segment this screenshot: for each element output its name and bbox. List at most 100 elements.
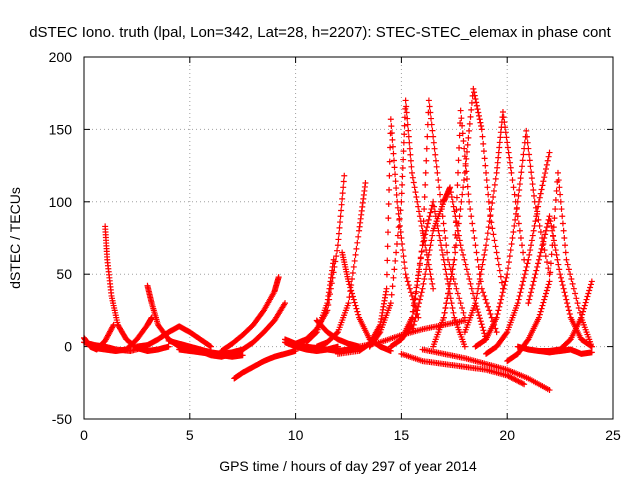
data-point bbox=[351, 257, 358, 264]
data-point bbox=[441, 309, 448, 316]
data-point bbox=[495, 154, 502, 161]
data-point bbox=[521, 381, 528, 388]
data-point bbox=[450, 261, 457, 268]
data-point bbox=[482, 162, 489, 169]
data-point bbox=[421, 206, 428, 213]
data-point bbox=[207, 343, 214, 350]
data-point bbox=[481, 251, 488, 258]
data-point bbox=[572, 290, 579, 297]
data-point bbox=[417, 254, 424, 261]
data-point bbox=[528, 285, 535, 292]
data-point bbox=[438, 247, 445, 254]
data-point bbox=[531, 192, 538, 199]
y-tick-label: 0 bbox=[64, 339, 72, 355]
x-tick-label: 5 bbox=[186, 427, 194, 443]
data-point bbox=[407, 157, 414, 164]
data-point bbox=[526, 251, 533, 258]
data-point bbox=[422, 181, 429, 188]
data-point bbox=[535, 256, 542, 263]
data-point bbox=[561, 235, 568, 241]
data-point bbox=[312, 329, 319, 336]
data-point bbox=[475, 280, 482, 287]
data-point bbox=[440, 314, 447, 321]
data-point bbox=[409, 308, 416, 315]
data-point bbox=[479, 133, 486, 140]
data-point bbox=[456, 144, 463, 151]
data-point bbox=[540, 238, 547, 245]
data-point bbox=[483, 169, 490, 176]
data-point bbox=[528, 169, 535, 176]
data-point bbox=[470, 227, 477, 234]
data-point bbox=[453, 194, 460, 201]
data-point bbox=[414, 307, 421, 314]
data-point bbox=[414, 278, 421, 285]
data-point bbox=[399, 241, 406, 248]
data-point bbox=[395, 210, 402, 217]
data-point bbox=[400, 139, 407, 146]
data-point bbox=[353, 305, 360, 312]
data-point bbox=[495, 149, 502, 156]
data-point bbox=[505, 265, 512, 272]
x-tick-label: 20 bbox=[499, 427, 515, 443]
data-point bbox=[455, 220, 462, 227]
data-point bbox=[427, 209, 434, 216]
data-point bbox=[449, 304, 456, 311]
data-point bbox=[474, 106, 481, 113]
data-point bbox=[416, 296, 423, 303]
grid bbox=[83, 56, 614, 420]
data-point bbox=[391, 266, 398, 273]
data-point bbox=[481, 155, 488, 162]
data-point bbox=[496, 267, 503, 274]
data-point bbox=[409, 174, 416, 181]
data-point bbox=[492, 243, 499, 250]
data-point bbox=[548, 251, 555, 258]
data-point bbox=[421, 235, 428, 241]
data-point bbox=[503, 274, 510, 281]
data-point bbox=[109, 323, 116, 330]
data-point bbox=[423, 224, 430, 231]
data-point bbox=[469, 220, 476, 227]
data-point bbox=[554, 256, 561, 263]
data-point bbox=[557, 191, 564, 198]
data-point bbox=[498, 292, 505, 299]
series-arc-27 bbox=[483, 149, 553, 357]
data-point bbox=[466, 276, 473, 283]
data-point bbox=[393, 185, 400, 192]
series-arc-19 bbox=[366, 97, 437, 350]
data-point bbox=[345, 300, 352, 307]
data-point bbox=[354, 239, 361, 246]
data-point bbox=[552, 206, 559, 213]
data-point bbox=[389, 283, 396, 290]
data-point bbox=[426, 103, 433, 110]
series-arc-16 bbox=[313, 317, 363, 350]
data-point bbox=[526, 296, 533, 303]
data-point bbox=[338, 207, 345, 214]
data-point bbox=[458, 247, 465, 254]
data-point bbox=[411, 318, 418, 325]
data-point bbox=[446, 285, 453, 292]
data-point bbox=[524, 337, 531, 344]
data-point bbox=[481, 292, 488, 299]
data-point bbox=[517, 235, 524, 241]
data-point bbox=[488, 206, 495, 213]
data-point bbox=[473, 99, 480, 106]
data-point bbox=[413, 284, 420, 291]
data-point bbox=[509, 235, 516, 241]
data-point bbox=[384, 243, 391, 250]
data-point bbox=[539, 242, 546, 249]
data-point bbox=[552, 247, 559, 254]
data-point bbox=[521, 271, 528, 278]
data-point bbox=[413, 311, 420, 318]
data-point bbox=[506, 253, 513, 260]
data-point bbox=[549, 227, 556, 234]
data-point bbox=[547, 260, 554, 267]
data-point bbox=[464, 183, 471, 190]
data-point bbox=[421, 276, 428, 283]
data-point bbox=[535, 260, 542, 267]
data-point bbox=[517, 175, 524, 182]
data-point bbox=[346, 294, 353, 301]
data-point bbox=[587, 342, 594, 349]
data-point bbox=[339, 195, 346, 202]
data-point bbox=[422, 169, 429, 176]
data-point bbox=[478, 321, 485, 328]
